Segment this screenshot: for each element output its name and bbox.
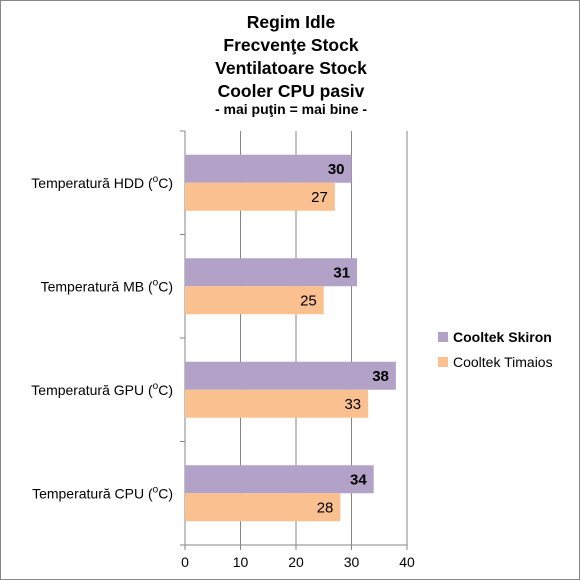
category-label: Temperatură GPU (oC) — [31, 381, 173, 398]
legend-label-series-2: Cooltek Timaios — [453, 354, 553, 370]
data-label: 27 — [311, 189, 328, 206]
data-label: 38 — [372, 368, 389, 385]
x-tick-label: 30 — [344, 554, 360, 570]
legend-swatch-series-1 — [438, 332, 448, 342]
category-label: Temperatură CPU (oC) — [32, 484, 173, 501]
data-label: 34 — [350, 471, 367, 488]
data-label: 25 — [300, 292, 317, 309]
x-tick-label: 40 — [399, 554, 415, 570]
legend-item-series-2: Cooltek Timaios — [438, 352, 553, 372]
data-label: 33 — [344, 396, 361, 413]
bar-1-3 — [185, 361, 396, 390]
data-label: 31 — [333, 264, 350, 281]
x-tick-label: 0 — [181, 554, 189, 570]
chart-title-line-2: Frecvenţe Stock — [223, 35, 359, 55]
bar-2-1 — [185, 182, 335, 211]
x-tick-label: 20 — [288, 554, 304, 570]
category-label: Temperatură MB (oC) — [41, 277, 173, 294]
chart-title-line-4: Cooler CPU pasiv — [217, 81, 365, 101]
data-label: 30 — [328, 161, 345, 178]
data-label: 28 — [317, 499, 334, 516]
bar-1-4 — [185, 465, 374, 494]
legend-swatch-series-2 — [438, 357, 448, 367]
bar-2-2 — [185, 286, 324, 315]
bar-1-1 — [185, 154, 352, 183]
bar-2-3 — [185, 389, 369, 418]
legend-item-series-1: Cooltek Skiron — [438, 327, 552, 347]
x-tick-label: 10 — [233, 554, 249, 570]
chart-title-line-1: Regim Idle — [246, 12, 336, 32]
category-label: Temperatură HDD (oC) — [31, 174, 173, 191]
bar-2-4 — [185, 493, 341, 522]
chart-subtitle: - mai puţin = mai bine - — [214, 101, 368, 117]
legend-label-series-1: Cooltek Skiron — [453, 329, 552, 345]
chart-title-line-3: Ventilatoare Stock — [215, 58, 367, 78]
bar-1-2 — [185, 258, 358, 287]
